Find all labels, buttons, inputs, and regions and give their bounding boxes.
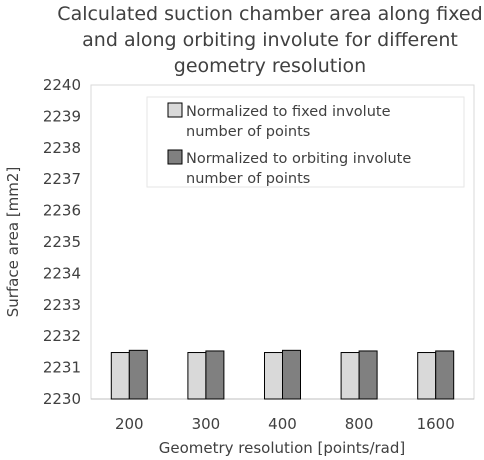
chart-title-line-2: and along orbiting involute for differen… (82, 29, 458, 51)
bar-orbiting-300 (205, 350, 225, 400)
y-tick-label: 2230 (43, 390, 81, 408)
y-tick-label: 2240 (43, 76, 81, 94)
y-tick-label: 2233 (43, 296, 81, 314)
bar-fixed-400 (264, 352, 283, 400)
legend-box (146, 96, 465, 188)
x-tick-label: 200 (115, 415, 144, 433)
y-axis-ticks: 2230 2231 2232 2233 2234 2235 2236 2237 2238 2239… (43, 76, 81, 408)
x-axis-label: Geometry resolution [points/rad] (159, 439, 406, 457)
bars (110, 349, 455, 400)
x-axis-ticks: 200 300 400 800 1600 (115, 415, 455, 433)
legend: Normalized to fixed involute number of p… (146, 96, 465, 188)
chart-title-line-1: Calculated suction chamber area along fi… (57, 3, 482, 25)
y-tick-label: 2232 (43, 327, 81, 345)
x-tick-label: 400 (268, 415, 297, 433)
y-tick-label: 2236 (43, 202, 81, 220)
bar-fixed-800 (340, 352, 360, 400)
y-tick-label: 2239 (43, 107, 81, 125)
x-tick-label: 800 (345, 415, 374, 433)
chart-title-line-3: geometry resolution (174, 55, 366, 77)
y-tick-label: 2237 (43, 170, 81, 188)
x-tick-label: 300 (192, 415, 221, 433)
y-tick-label: 2238 (43, 139, 81, 157)
legend-swatch-fixed (167, 102, 183, 118)
y-axis-label: Surface area [mm2] (4, 167, 22, 318)
bar-orbiting-1600 (435, 350, 455, 400)
legend-label-orbiting-line-1: Normalized to orbiting involute (186, 151, 411, 167)
x-tick-label: 1600 (417, 415, 455, 433)
y-tick-label: 2231 (43, 359, 81, 377)
legend-label-fixed-line-2: number of points (186, 124, 310, 140)
legend-label-orbiting-line-2: number of points (186, 171, 310, 187)
bar-fixed-1600 (417, 352, 437, 400)
bar-fixed-300 (187, 352, 207, 400)
bar-orbiting-400 (282, 349, 301, 400)
y-tick-label: 2235 (43, 233, 81, 251)
bar-orbiting-800 (358, 350, 378, 400)
y-tick-label: 2234 (43, 264, 81, 282)
legend-entry-fixed: Normalized to fixed involute number of p… (167, 102, 391, 140)
bar-fixed-200 (110, 352, 130, 400)
bar-orbiting-200 (128, 349, 148, 400)
chart-title: Calculated suction chamber area along fi… (57, 3, 482, 77)
legend-entry-orbiting: Normalized to orbiting involute number o… (167, 149, 411, 187)
legend-label-fixed-line-1: Normalized to fixed involute (186, 104, 391, 120)
legend-swatch-orbiting (167, 149, 183, 165)
